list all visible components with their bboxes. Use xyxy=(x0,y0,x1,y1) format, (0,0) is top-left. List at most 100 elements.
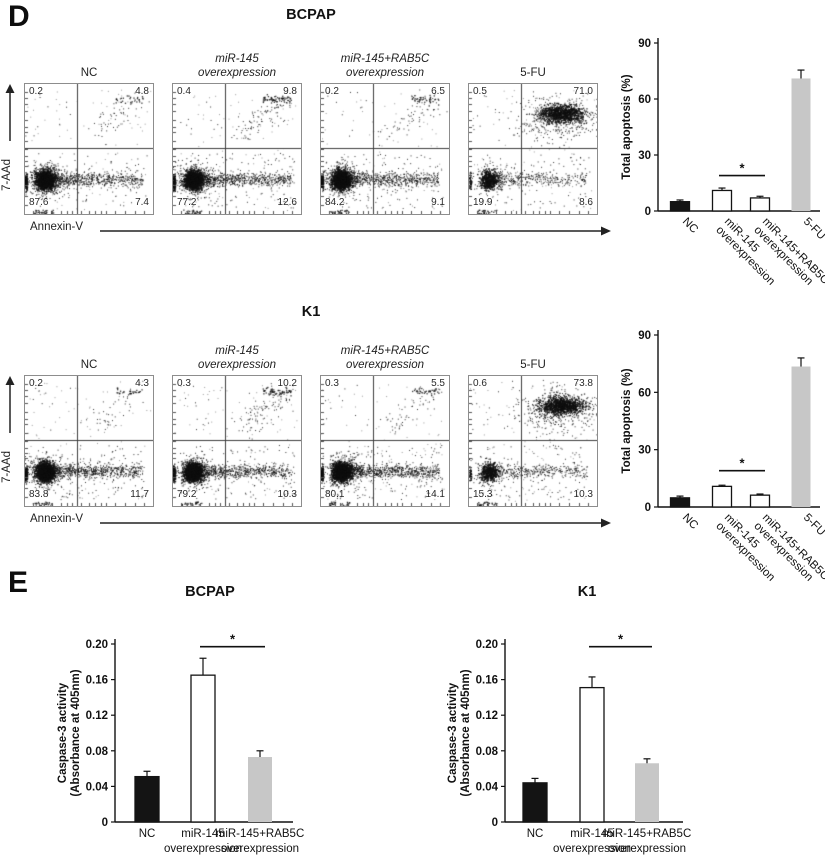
x-category-label: miR-145+RAB5C xyxy=(603,828,692,840)
y-tick-label: 30 xyxy=(638,150,651,162)
x-category-label: overexpression xyxy=(164,843,242,855)
quadrant-lower-right-value: 12.6 xyxy=(277,197,297,208)
flow-plot-title-line: NC xyxy=(80,359,98,371)
up-arrowhead-icon xyxy=(5,84,15,93)
y-axis-title-line: Caspase-3 activity xyxy=(57,682,69,783)
x-axis-label: Annexin-V xyxy=(30,513,84,525)
y-tick-label: 0 xyxy=(645,206,651,218)
x-category-label: 5-FU xyxy=(801,512,825,539)
flow-plot-title: NC xyxy=(24,46,154,80)
bar-2 xyxy=(749,197,771,212)
bar-1 xyxy=(190,674,216,823)
flow-x-axis-arrow-bcpap xyxy=(100,226,611,236)
y-tick-label: 0.04 xyxy=(476,781,499,793)
quadrant-upper-right-value: 73.8 xyxy=(573,378,593,389)
quadrant-upper-right-value: 9.8 xyxy=(283,86,297,97)
bar-2 xyxy=(749,494,771,508)
flow-y-axis-bcpap: 7-AAd xyxy=(1,84,15,191)
y-tick-label: 0.16 xyxy=(476,675,498,687)
cell-line-title-k1: K1 xyxy=(301,304,321,320)
quadrant-lower-left-value: 83.8 xyxy=(29,489,49,500)
y-tick-label: 90 xyxy=(638,38,651,50)
y-tick-label: 0 xyxy=(645,502,651,514)
bar-1 xyxy=(711,485,733,508)
flow-plot-title-line: overexpression xyxy=(346,359,424,371)
bar-2 xyxy=(635,763,659,822)
flow-plot-frame: 0.5 71.0 19.9 8.6 xyxy=(468,83,598,215)
flow-plot-title-line: miR-145+RAB5C xyxy=(340,53,430,65)
flow-y-axis-k1: 7-AAd xyxy=(1,376,15,483)
quadrant-upper-left-value: 0.6 xyxy=(473,378,487,389)
y-axis-label: 7-AAd xyxy=(1,451,13,483)
y-axis-label: 7-AAd xyxy=(1,159,13,191)
flow-plot-bcpap-mir145: miR-145 overexpression 0.4 9.8 77.2 12.6 xyxy=(172,46,302,215)
flow-plot-bcpap-nc: NC 0.2 4.8 87.6 7.4 xyxy=(24,46,154,215)
panel-d-label: D xyxy=(8,0,30,33)
flow-plot-title: NC xyxy=(24,338,154,372)
x-category-label: miR-145 xyxy=(570,828,613,840)
quadrant-upper-right-value: 71.0 xyxy=(573,86,593,97)
flow-plot-title-line: overexpression xyxy=(346,67,424,79)
flow-plot-frame: 0.2 4.3 83.8 11.7 xyxy=(24,375,154,507)
caspase3-chart-bcpap: 0 0.04 0.08 0.12 0.16 0.20 Caspase-3 activity(… xyxy=(57,632,304,855)
quadrant-upper-right-value: 10.2 xyxy=(277,378,297,389)
y-tick-label: 0.20 xyxy=(86,639,108,651)
quadrant-lower-right-value: 7.4 xyxy=(135,197,149,208)
flow-plot-frame: 0.2 6.5 84.2 9.1 xyxy=(320,83,450,215)
y-tick-label: 0 xyxy=(102,817,108,829)
up-arrowhead-icon xyxy=(5,376,15,385)
y-tick-label: 60 xyxy=(638,94,651,106)
quadrant-lower-right-value: 8.6 xyxy=(579,197,593,208)
quadrant-lower-left-value: 79.2 xyxy=(177,489,197,500)
y-tick-label: 0.16 xyxy=(86,675,108,687)
x-axis-label: Annexin-V xyxy=(30,221,84,233)
quadrant-upper-left-value: 0.2 xyxy=(29,86,43,97)
y-axis-title: Total apoptosis (%) xyxy=(621,74,633,179)
flow-plot-bcpap-5fu: 5-FU 0.5 71.0 19.9 8.6 xyxy=(468,46,598,215)
bar-1 xyxy=(711,189,733,212)
flow-scatter-canvas xyxy=(321,376,449,506)
bar-3 xyxy=(791,366,811,507)
right-arrowhead-icon xyxy=(601,226,611,236)
flow-plot-title-line: overexpression xyxy=(198,67,276,79)
flow-plot-bcpap-mir145-rab5c: miR-145+RAB5C overexpression 0.2 6.5 84.2… xyxy=(320,46,450,215)
flow-plot-k1-nc: NC 0.2 4.3 83.8 11.7 xyxy=(24,338,154,507)
right-arrowhead-icon xyxy=(601,518,611,528)
caspase-chart-title-bcpap: BCPAP xyxy=(185,584,235,600)
flow-plot-k1-5fu: 5-FU 0.6 73.8 15.3 10.3 xyxy=(468,338,598,507)
y-tick-label: 90 xyxy=(638,330,651,342)
quadrant-lower-left-value: 84.2 xyxy=(325,197,345,208)
y-tick-label: 0.12 xyxy=(476,710,498,722)
bar-0 xyxy=(669,497,691,508)
flow-scatter-canvas xyxy=(173,84,301,214)
y-tick-label: 0.04 xyxy=(86,781,109,793)
cell-line-title-bcpap: BCPAP xyxy=(286,7,336,23)
bar-0 xyxy=(522,782,548,823)
x-category-label: overexpression xyxy=(553,843,631,855)
y-tick-label: 60 xyxy=(638,387,651,399)
x-category-label: NC xyxy=(139,828,156,840)
significance-star: * xyxy=(739,161,745,176)
quadrant-upper-left-value: 0.4 xyxy=(177,86,191,97)
quadrant-lower-left-value: 19.9 xyxy=(473,197,493,208)
flow-scatter-canvas xyxy=(469,376,597,506)
quadrant-upper-right-value: 4.8 xyxy=(135,86,149,97)
flow-scatter-canvas xyxy=(25,84,153,214)
flow-scatter-canvas xyxy=(321,84,449,214)
flow-scatter-canvas xyxy=(469,84,597,214)
quadrant-upper-left-value: 0.2 xyxy=(325,86,339,97)
x-category-label: overexpression xyxy=(608,843,686,855)
quadrant-lower-left-value: 15.3 xyxy=(473,489,493,500)
flow-plot-title-line: overexpression xyxy=(198,359,276,371)
quadrant-lower-right-value: 10.3 xyxy=(573,489,593,500)
bar-3 xyxy=(791,78,811,211)
quadrant-lower-right-value: 9.1 xyxy=(431,197,445,208)
quadrant-upper-right-value: 5.5 xyxy=(431,378,445,389)
quadrant-lower-right-value: 14.1 xyxy=(425,489,445,500)
y-tick-label: 0.20 xyxy=(476,639,498,651)
y-axis-title-line: (Absorbance at 405nm) xyxy=(460,669,472,796)
flow-plot-title-line: miR-145+RAB5C xyxy=(340,345,430,357)
